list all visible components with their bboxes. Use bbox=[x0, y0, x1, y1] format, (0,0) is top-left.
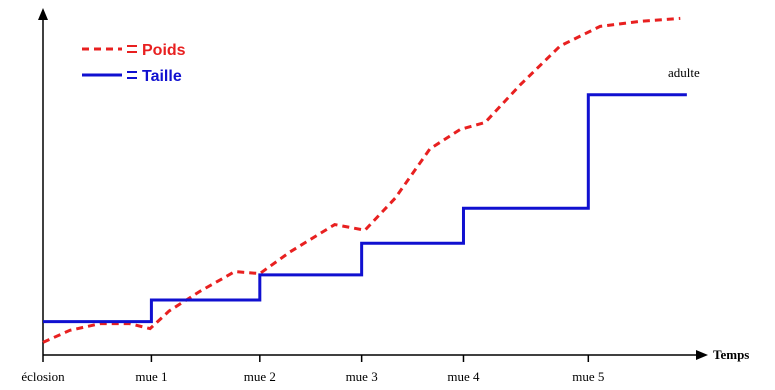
x-tick-label: mue 5 bbox=[572, 369, 604, 384]
x-tick-label: mue 4 bbox=[447, 369, 480, 384]
y-axis-arrow bbox=[38, 8, 48, 20]
x-tick-label: mue 3 bbox=[346, 369, 378, 384]
x-tick-label: éclosion bbox=[21, 369, 65, 384]
legend-label: Taille bbox=[142, 68, 182, 85]
x-tick-label: mue 2 bbox=[244, 369, 276, 384]
x-axis-label: Temps bbox=[713, 347, 749, 362]
series-line bbox=[43, 93, 687, 324]
x-tick-label: mue 1 bbox=[135, 369, 167, 384]
series-line bbox=[42, 16, 681, 344]
x-axis-arrow bbox=[696, 350, 708, 360]
legend-label: Poids bbox=[142, 42, 186, 59]
annotation: adulte bbox=[668, 65, 700, 80]
